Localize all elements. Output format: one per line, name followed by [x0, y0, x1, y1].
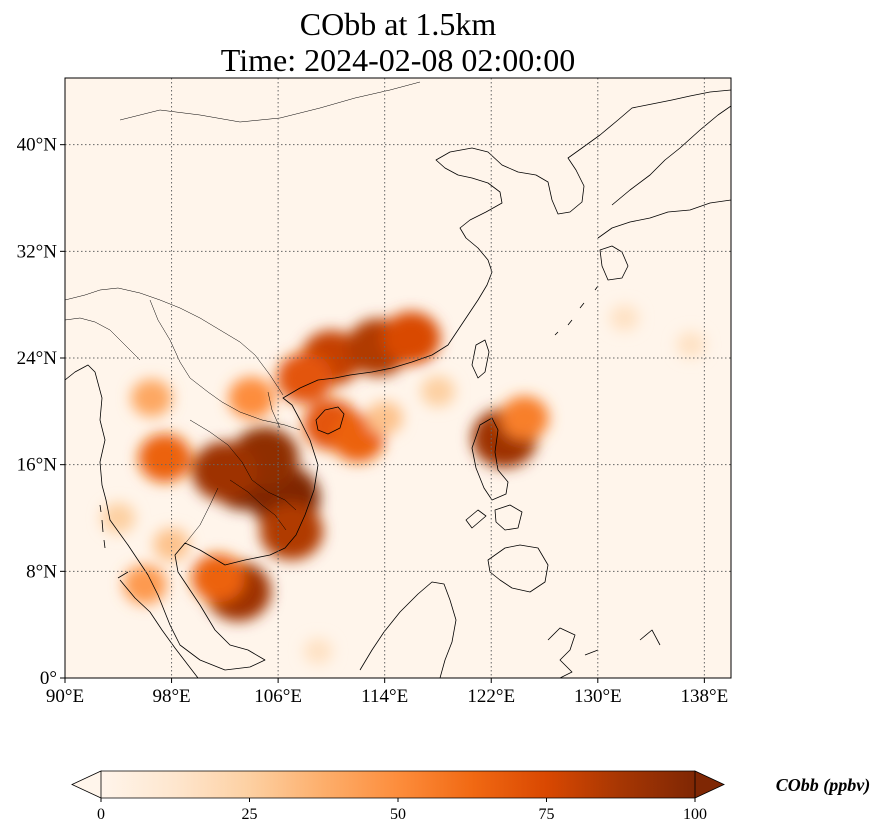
lon-tick-label: 122°E: [467, 686, 515, 707]
plume-19: [500, 395, 549, 441]
map-background: [65, 78, 731, 678]
coastline-andaman: [99, 504, 106, 549]
plume-6: [191, 553, 245, 603]
plume-20: [130, 379, 173, 417]
plume-25: [303, 638, 333, 665]
plume-8: [123, 564, 167, 605]
coastline-halmahera: [639, 629, 661, 646]
coastline-taiwan: [471, 339, 490, 379]
title-line-1: CObb at 1.5km: [299, 6, 497, 42]
title-line-2: Time: 2024-02-08 02:00:00: [220, 42, 576, 78]
map-frame: [64, 77, 732, 679]
coastline-sumatra: [117, 571, 199, 678]
coastline-sulawesi: [547, 627, 599, 678]
plume-9: [153, 528, 190, 562]
lon-tick-label: 130°E: [574, 686, 622, 707]
coastline-visayas: [465, 504, 549, 593]
plume-13: [382, 311, 441, 365]
colorbar-tick-label: 50: [390, 806, 406, 823]
colorbar-tick-label: 25: [242, 806, 258, 823]
lat-tick-label: 40°N: [17, 135, 58, 156]
country-borders: [65, 81, 421, 556]
plume-24: [676, 331, 706, 358]
plume-7: [138, 433, 192, 483]
lat-tick-label: 32°N: [17, 241, 58, 262]
plume-22: [420, 375, 456, 407]
coastline-mainland: [65, 89, 731, 671]
coastline-hainan: [315, 406, 345, 435]
plume-3: [192, 441, 258, 502]
gridlines: [65, 78, 731, 678]
colorbar-tick-label: 75: [539, 806, 555, 823]
colorbar-extend-min: [71, 770, 102, 799]
plume-14: [276, 352, 333, 404]
map-title: CObb at 1.5km Time: 2024-02-08 02:00:00: [65, 6, 731, 78]
lon-tick-label: 98°E: [152, 686, 190, 707]
plume-21: [228, 377, 275, 419]
colorbar-gradient: [101, 771, 695, 798]
colorbar-tick-label: 100: [683, 806, 707, 823]
colorbar-label: CObb (ppbv): [776, 775, 870, 796]
lat-tick-label: 16°N: [17, 455, 58, 476]
colorbar-ticks: 0 25 50 75 100: [97, 798, 707, 823]
lat-tick-label: 8°N: [26, 561, 57, 582]
lon-tick-label: 114°E: [361, 686, 408, 707]
lat-tick-label: 0°: [40, 668, 57, 689]
longitude-ticks: 90°E 98°E 106°E 114°E 122°E 130°E 138°E: [46, 678, 728, 707]
plume-10: [101, 502, 136, 534]
lon-tick-label: 138°E: [681, 686, 729, 707]
coastline-ryukyu: [554, 285, 599, 336]
colorbar-tick-label: 0: [97, 806, 105, 823]
concentration-field: [101, 304, 706, 665]
coastline-japan: [597, 105, 731, 281]
lon-tick-label: 90°E: [46, 686, 84, 707]
map-area: [65, 78, 731, 678]
plume-23: [609, 304, 640, 332]
coastline-borneo: [359, 581, 457, 678]
plume-4: [259, 502, 324, 561]
coastlines: [65, 89, 731, 678]
colorbar-extend-max: [694, 770, 725, 799]
lat-tick-label: 24°N: [17, 348, 58, 369]
lon-tick-label: 106°E: [254, 686, 302, 707]
colorbar: 0 25 50 75 100 CObb (ppbv): [71, 770, 870, 823]
latitude-ticks: 0° 8°N 16°N 24°N 32°N 40°N: [17, 135, 65, 689]
coastline-luzon: [471, 417, 509, 501]
